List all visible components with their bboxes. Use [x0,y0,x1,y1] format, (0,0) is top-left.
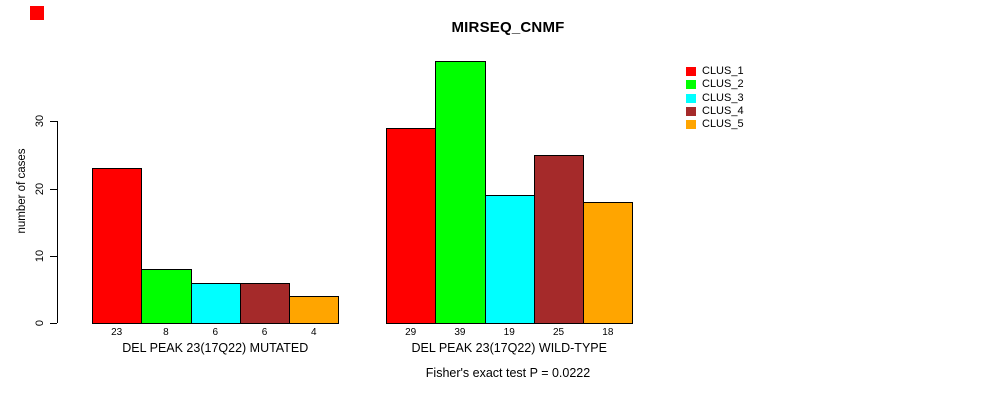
bar [190,283,241,324]
y-tick [50,121,57,122]
bar-value-label: 29 [405,327,417,338]
bar-value-label: 25 [552,327,565,338]
bar-value-label: 19 [503,327,515,338]
legend-label: CLUS_1 [702,65,744,77]
y-tick [50,323,57,324]
bar [435,61,486,324]
legend-swatch-icon [686,93,696,103]
bar-value-label: 18 [602,327,614,338]
annotation-text: Fisher's exact test P = 0.0222 [425,366,591,380]
bar-value-label: 23 [111,327,123,338]
legend-label: CLUS_4 [702,104,744,117]
bar [583,202,634,324]
y-axis-line [57,121,58,323]
bar-value-label: 8 [163,327,169,338]
legend-label: CLUS_3 [702,91,744,104]
bar [533,155,585,324]
group-label: DEL PEAK 23(17Q22) WILD-TYPE [411,341,607,355]
bar [239,283,291,324]
y-tick-label: 0 [34,319,46,327]
chart-title: MIRSEQ_CNMF [451,19,565,36]
y-tick-label: 10 [34,249,46,263]
y-tick-label: 20 [34,182,46,196]
bar [386,128,437,324]
bar-value-label: 4 [311,327,317,338]
legend-swatch-icon [686,120,696,130]
legend-label: CLUS_2 [702,78,744,91]
bar [141,269,192,324]
group-label: DEL PEAK 23(17Q22) MUTATED [122,341,309,355]
legend-swatch-icon [686,80,696,90]
bar [484,195,535,324]
bar-value-label: 6 [212,327,219,338]
y-axis-label: number of cases [16,148,28,234]
bar-value-label: 39 [454,327,466,338]
y-tick [50,256,57,257]
legend-swatch-icon [686,106,696,116]
bar [289,296,340,324]
y-tick-label: 30 [34,114,46,128]
bar-value-label: 6 [261,327,268,338]
significance-marker-icon [30,6,44,20]
legend-label: CLUS_5 [702,118,744,131]
y-tick [50,189,57,190]
bar [92,168,143,324]
legend-swatch-icon [686,67,696,76]
